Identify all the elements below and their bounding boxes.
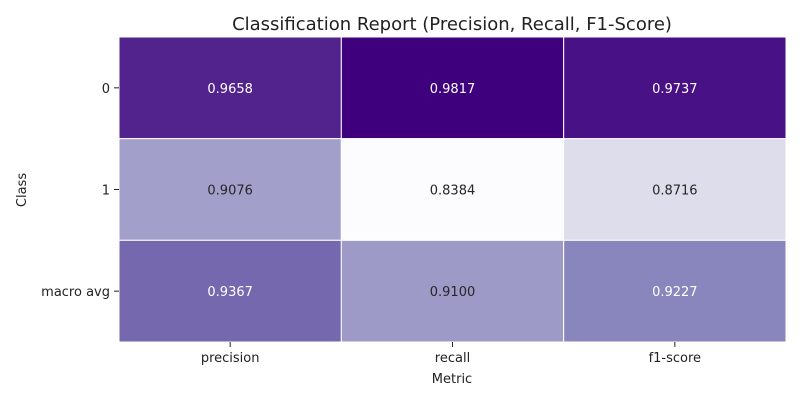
cell-value-label-0-1: 0.9817 [430, 82, 476, 97]
axis-ticks: precision recall f1-score 0 1 macro avg [41, 82, 701, 366]
heatmap-cell-2-1 [340, 239, 565, 343]
cell-value-label-1-2: 0.8716 [652, 184, 698, 199]
cell-value-label-2-1: 0.9100 [430, 285, 476, 300]
cell-value-label-1-0: 0.9076 [207, 184, 253, 199]
chart-title: Classification Report (Precision, Recall… [232, 14, 672, 35]
y-tick-label-1: 1 [102, 184, 110, 199]
heatmap-cells: 0.9658 0.9817 0.9737 0.9076 0.8384 0.8716 0.93… [118, 36, 787, 343]
y-axis-label: Class [15, 173, 30, 207]
x-tick-label-2: f1-score [649, 351, 701, 366]
heatmap-cell-1-2 [563, 138, 787, 241]
heatmap-cell-0-1 [340, 36, 565, 140]
cell-value-label-2-2: 0.9227 [652, 285, 698, 300]
y-tick-label-2: macro avg [41, 285, 110, 300]
heatmap-cell-0-2 [563, 36, 787, 140]
cell-value-label-0-0: 0.9658 [207, 82, 253, 97]
x-tick-label-0: precision [201, 351, 260, 366]
cell-value-label-2-0: 0.9367 [207, 285, 253, 300]
cell-value-label-0-2: 0.9737 [652, 82, 698, 97]
cell-value-label-1-1: 0.8384 [430, 184, 476, 199]
y-tick-label-0: 0 [102, 82, 110, 97]
heatmap-cell-1-0 [118, 138, 342, 241]
x-axis-label: Metric [432, 372, 472, 387]
x-tick-label-1: recall [435, 351, 470, 366]
heatmap-cell-0-0 [118, 36, 342, 140]
heatmap-cell-1-1 [340, 138, 565, 241]
